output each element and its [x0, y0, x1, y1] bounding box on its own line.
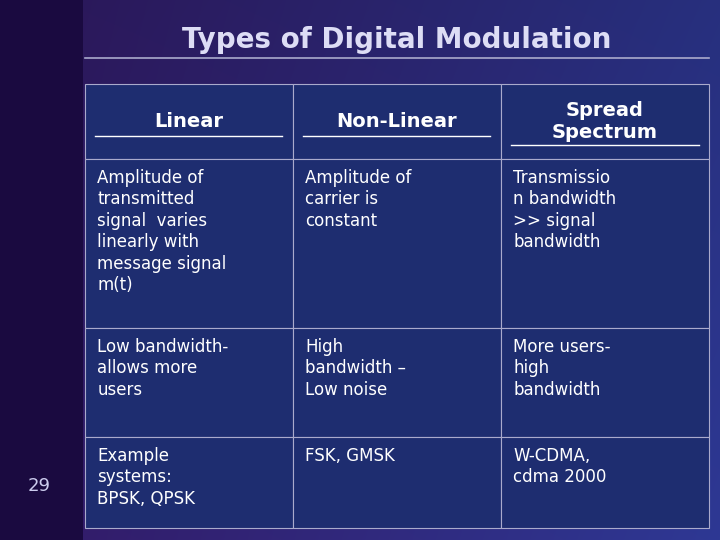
Bar — [293, 159, 500, 328]
Bar — [500, 159, 709, 328]
Bar — [0, 0, 83, 540]
Bar — [85, 159, 293, 328]
Bar — [293, 328, 500, 437]
Bar — [85, 84, 293, 159]
Bar — [293, 437, 500, 528]
Text: Non-Linear: Non-Linear — [336, 112, 457, 131]
Text: FSK, GMSK: FSK, GMSK — [305, 447, 395, 465]
Text: Amplitude of
carrier is
constant: Amplitude of carrier is constant — [305, 169, 412, 230]
Text: Types of Digital Modulation: Types of Digital Modulation — [182, 26, 612, 55]
Bar — [85, 328, 293, 437]
Bar — [500, 84, 709, 159]
Text: High
bandwidth –
Low noise: High bandwidth – Low noise — [305, 338, 406, 399]
Text: Spread
Spectrum: Spread Spectrum — [552, 101, 658, 142]
Text: W-CDMA,
cdma 2000: W-CDMA, cdma 2000 — [513, 447, 606, 486]
Text: More users-
high
bandwidth: More users- high bandwidth — [513, 338, 611, 399]
Text: Transmissio
n bandwidth
>> signal
bandwidth: Transmissio n bandwidth >> signal bandwi… — [513, 169, 616, 252]
Text: 29: 29 — [28, 477, 51, 495]
Text: Linear: Linear — [154, 112, 223, 131]
Text: Low bandwidth-
allows more
users: Low bandwidth- allows more users — [97, 338, 229, 399]
Text: Example
systems:
BPSK, QPSK: Example systems: BPSK, QPSK — [97, 447, 195, 508]
Bar — [500, 437, 709, 528]
Bar — [85, 437, 293, 528]
Text: Amplitude of
transmitted
signal  varies
linearly with
message signal
m(t): Amplitude of transmitted signal varies l… — [97, 169, 227, 294]
Bar — [293, 84, 500, 159]
Bar — [500, 328, 709, 437]
